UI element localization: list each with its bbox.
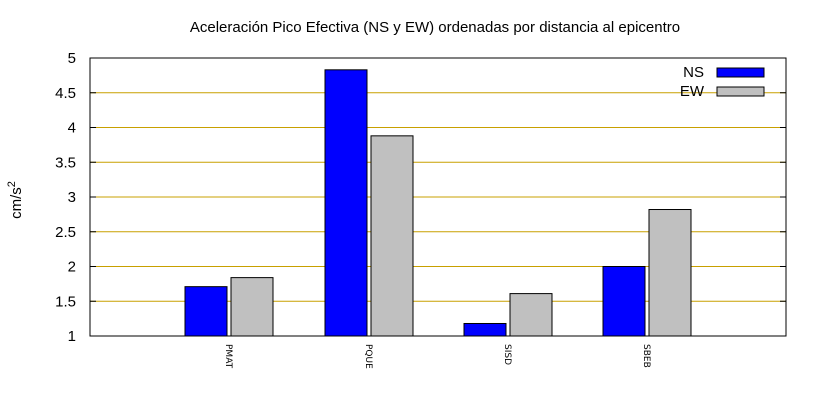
bar-ns-sbeb (602, 266, 646, 337)
x-tick-label: SISD (502, 344, 512, 365)
y-axis-ticks: 1 1.5 2 2.5 3 3.5 4 4.5 5 (55, 50, 786, 345)
y-tick-label: 4 (68, 120, 76, 137)
legend-label-ns: NS (683, 64, 704, 81)
x-axis-categories: PMAT PQUE SISD SBEB (223, 344, 651, 369)
legend: NS EW (680, 64, 765, 100)
y-tick-label: 2.5 (55, 224, 76, 241)
y-axis-label: cm/s2 (6, 181, 25, 219)
bar-ns-pmat (184, 286, 228, 337)
bar-ew-pque (370, 135, 414, 337)
bar-ns-sisd (463, 322, 507, 337)
y-axis-label-exponent: 2 (6, 181, 18, 187)
legend-swatch-ns (716, 67, 765, 78)
y-tick-label: 5 (68, 50, 76, 67)
bars (184, 69, 692, 337)
bar-ns-pque (324, 69, 368, 337)
y-tick-label: 1.5 (55, 293, 76, 310)
y-tick-label: 3 (68, 189, 76, 206)
x-tick-label: SBEB (641, 344, 651, 368)
x-tick-label: PMAT (223, 344, 233, 369)
bar-ew-pmat (230, 277, 274, 337)
y-tick-label: 4.5 (55, 85, 76, 102)
chart-title: Aceleración Pico Efectiva (NS y EW) orde… (190, 19, 680, 36)
legend-swatch-ew (716, 86, 765, 97)
y-tick-label: 2 (68, 259, 76, 276)
y-tick-label: 3.5 (55, 154, 76, 171)
y-axis-label-base: cm/s (8, 187, 25, 219)
x-tick-label: PQUE (363, 344, 373, 369)
bar-ew-sbeb (648, 209, 692, 337)
bar-ew-sisd (509, 293, 553, 337)
grid-lines (90, 92, 786, 302)
legend-label-ew: EW (680, 83, 705, 100)
y-tick-label: 1 (68, 328, 76, 345)
